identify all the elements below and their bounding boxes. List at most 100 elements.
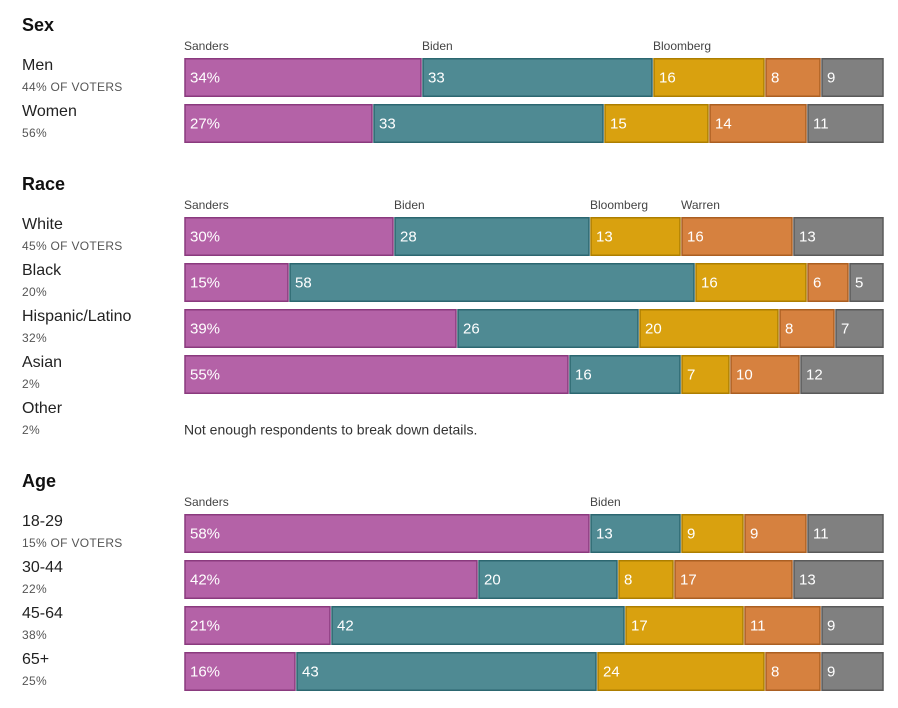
value-label: 39% [190,320,220,337]
bar-segment [590,514,681,553]
value-label: 11 [750,617,766,634]
value-label: 13 [799,228,816,245]
bar-segment [695,263,807,302]
row-label: Other [22,400,63,417]
value-label: 16 [701,274,718,291]
section-title: Race [22,174,65,194]
row-label: 65+ [22,651,49,668]
row-share: 56% [22,126,47,140]
row-label: 45-64 [22,605,63,622]
value-label: 17 [631,617,648,634]
bar-segment [289,263,695,302]
bar-segment [821,652,884,691]
row-share: 2% [22,423,40,437]
bar-segment [394,217,590,256]
bar-segment [681,355,730,394]
value-label: 14 [715,115,732,132]
row-share: 32% [22,331,47,345]
bar-segment [681,514,744,553]
bar-segment [779,309,835,348]
value-label: 8 [624,571,632,588]
value-label: 30% [190,228,220,245]
section-title: Sex [22,15,54,35]
candidate-label: Bloomberg [590,198,648,212]
row-label: Women [22,103,77,120]
value-label: 55% [190,366,220,383]
bar-segment [184,263,289,302]
row-label: White [22,216,63,233]
bar-segment [422,58,653,97]
candidate-label: Sanders [184,495,229,509]
value-label: 43 [302,663,319,680]
candidate-label: Bloomberg [653,39,711,53]
bar-segment [849,263,884,302]
row-share: 25% [22,674,47,688]
value-label: 10 [736,366,753,383]
bar-segment [331,606,625,645]
value-label: 16% [190,663,220,680]
value-label: 27% [190,115,220,132]
bar-segment [730,355,800,394]
value-label: 17 [680,571,697,588]
bar-segment [296,652,597,691]
value-label: 33 [428,69,445,86]
value-label: 9 [750,525,758,542]
note: Not enough respondents to break down det… [184,422,477,438]
bar-segment [835,309,884,348]
row-share: 45% OF VOTERS [22,239,123,253]
section-title: Age [22,471,56,491]
bar-segment [597,652,765,691]
bar-segment [821,58,884,97]
row-label: Black [22,262,62,279]
value-label: 34% [190,69,220,86]
bar-segment [765,652,821,691]
value-label: 33 [379,115,396,132]
value-label: 9 [687,525,695,542]
candidate-label: Sanders [184,198,229,212]
candidate-label: Biden [422,39,453,53]
row-share: 2% [22,377,40,391]
value-label: 9 [827,617,835,634]
value-label: 20 [645,320,662,337]
value-label: 15 [610,115,627,132]
value-label: 13 [799,571,816,588]
value-label: 16 [659,69,676,86]
value-label: 16 [575,366,592,383]
bar-segment [681,217,793,256]
bar-segment [590,217,681,256]
value-label: 26 [463,320,480,337]
bar-segment [184,58,422,97]
row-share: 15% OF VOTERS [22,536,123,550]
bar-segment [765,58,821,97]
row-share: 22% [22,582,47,596]
value-label: 42 [337,617,354,634]
value-label: 7 [841,320,849,337]
value-label: 12 [806,366,823,383]
bar-segment [618,560,674,599]
candidate-label: Biden [394,198,425,212]
bar-segment [184,104,373,143]
row-label: 18-29 [22,513,63,530]
bar-segment [807,263,849,302]
bar-segment [709,104,807,143]
bar-segment [639,309,779,348]
value-label: 28 [400,228,417,245]
bar-segment [674,560,793,599]
row-label: Hispanic/Latino [22,308,132,325]
bar-segment [793,560,884,599]
value-label: 21% [190,617,220,634]
bar-segment [184,217,394,256]
value-label: 11 [813,115,829,132]
bar-segment [807,104,884,143]
row-share: 20% [22,285,47,299]
value-label: 20 [484,571,501,588]
value-label: 11 [813,525,829,542]
row-label: Asian [22,354,62,371]
value-label: 6 [813,274,821,291]
bar-segment [373,104,604,143]
candidate-label: Biden [590,495,621,509]
bar-segment [457,309,639,348]
bar-segment [800,355,884,394]
bar-segment [793,217,884,256]
bar-segment [184,309,457,348]
